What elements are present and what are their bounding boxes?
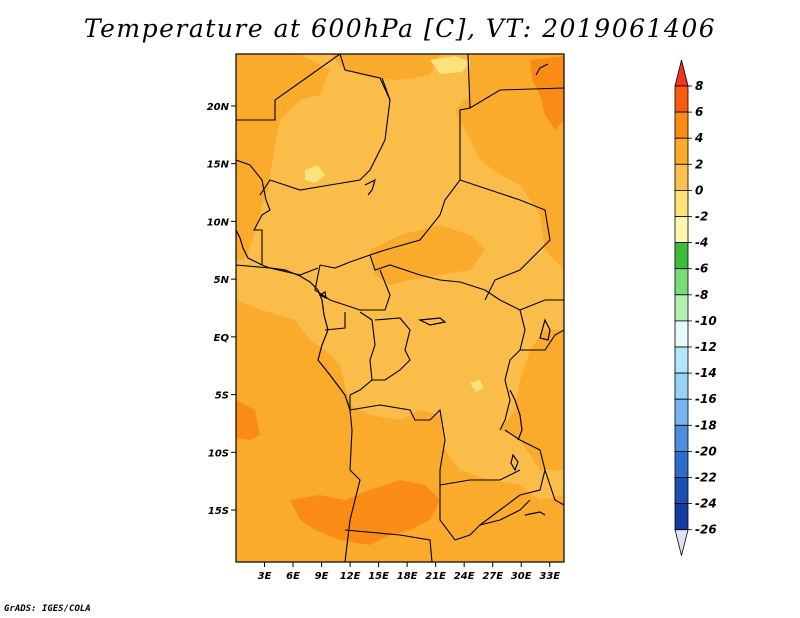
colorbar-box <box>674 477 689 505</box>
lon-tick-label: 3E <box>258 571 272 582</box>
lon-tick-label: 12E <box>340 571 361 582</box>
colorbar-label: 6 <box>695 105 703 119</box>
field-hot-northeast <box>530 56 564 130</box>
colorbar-box <box>674 189 689 217</box>
map-title: Temperature at 600hPa [C], VT: 201906140… <box>83 14 717 43</box>
colorbar-label: 4 <box>694 131 703 145</box>
field-warm-north-strip <box>330 54 440 80</box>
lat-axis: 20N 15N 10N 5N EQ 5S 10S 15S <box>207 102 236 517</box>
field-hot-south <box>290 480 440 545</box>
colorbar-label: 2 <box>695 157 703 171</box>
colorbar-label: -16 <box>695 392 717 406</box>
colorbar-box <box>674 294 689 322</box>
colorbar-label: -8 <box>695 288 708 302</box>
field-cool-patch-north <box>430 56 470 74</box>
colorbar-arrow-bottom <box>674 529 689 556</box>
country-borders <box>236 54 564 562</box>
colorbar: 8 6 4 2 0 -2 -4 -6 -8 -10 -12 -14 -16 -18 -20 -22 -24 -26 <box>674 59 717 556</box>
colorbar-box <box>674 163 689 191</box>
lon-tick-label: 30E <box>511 571 532 582</box>
lat-tick-label: 15N <box>207 160 230 171</box>
coastline <box>236 63 551 516</box>
colorbar-label: -20 <box>695 444 717 458</box>
field-hot-southwest <box>236 400 260 440</box>
grads-credit: GrADS: IGES/COLA <box>4 604 91 614</box>
field-warm-northeast <box>455 54 564 270</box>
colorbar-label: -4 <box>695 236 708 250</box>
lon-tick-label: 15E <box>368 571 389 582</box>
colorbar-box <box>674 320 689 348</box>
colorbar-box <box>674 346 689 374</box>
lon-tick-label: 27E <box>482 571 503 582</box>
colorbar-label: -2 <box>695 210 708 224</box>
lon-tick-label: 6E <box>286 571 300 582</box>
colorbar-label: -24 <box>695 497 717 511</box>
colorbar-box <box>674 242 689 270</box>
field-warm-west <box>236 54 330 262</box>
lon-tick-label: 9E <box>315 571 329 582</box>
colorbar-label: -26 <box>695 523 717 537</box>
field-warm-center <box>370 225 485 285</box>
lon-tick-label: 21E <box>425 571 446 582</box>
colorbar-box <box>674 111 689 139</box>
colorbar-arrow-top <box>674 59 689 87</box>
lon-axis: 3E 6E 9E 12E 15E 18E 21E 24E 27E 30E 33E <box>258 562 560 582</box>
lon-tick-label: 24E <box>454 571 475 582</box>
colorbar-box <box>674 85 689 113</box>
colorbar-box <box>674 450 689 478</box>
colorbar-box <box>674 503 689 531</box>
lat-tick-label: 10S <box>208 448 229 459</box>
colorbar-box <box>674 372 689 400</box>
colorbar-box <box>674 398 689 426</box>
colorbar-label: 8 <box>695 79 703 93</box>
colorbar-label: -10 <box>695 314 717 328</box>
colorbar-box <box>674 268 689 296</box>
lat-tick-label: 20N <box>207 102 230 113</box>
colorbar-label: -18 <box>695 418 717 432</box>
field-warm-east <box>500 330 564 470</box>
lat-tick-label: EQ <box>214 333 230 344</box>
colorbar-label: -14 <box>695 366 717 380</box>
colorbar-box <box>674 216 689 244</box>
colorbar-box <box>674 424 689 452</box>
lat-tick-label: 10N <box>207 217 230 228</box>
colorbar-label: 0 <box>695 183 703 197</box>
map-frame <box>235 53 565 563</box>
lat-tick-label: 15S <box>208 506 229 517</box>
field-cool-patch-center <box>470 380 484 392</box>
colorbar-label: -22 <box>695 471 717 485</box>
lat-tick-label: 5N <box>214 275 230 286</box>
lon-tick-label: 18E <box>397 571 418 582</box>
lon-tick-label: 33E <box>539 571 560 582</box>
field-cool-patch-sahel <box>305 165 325 183</box>
colorbar-box <box>674 137 689 165</box>
colorbar-label: -12 <box>695 340 717 354</box>
colorbar-label: -6 <box>695 262 708 276</box>
lat-tick-label: 5S <box>215 391 229 402</box>
